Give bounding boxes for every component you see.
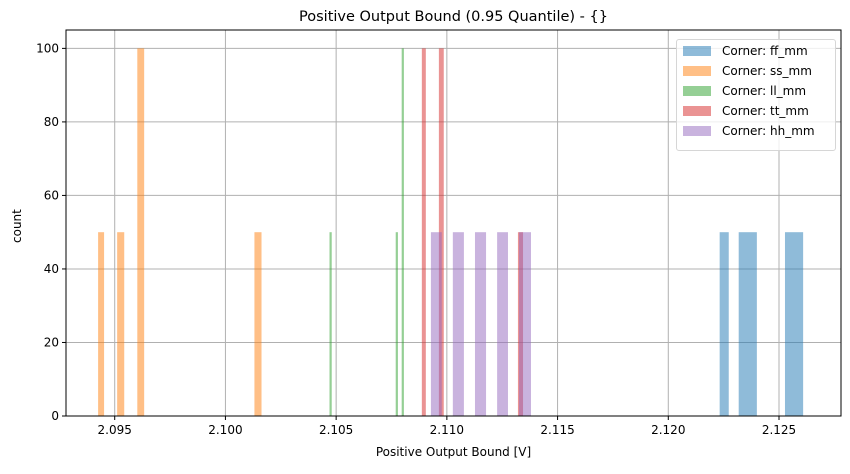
y-tick-label: 80 xyxy=(44,115,59,129)
y-tick-label: 20 xyxy=(44,335,59,349)
y-axis-label: count xyxy=(10,209,24,243)
histogram-bar xyxy=(474,232,487,416)
legend-item-ll-mm: Corner: ll_mm xyxy=(683,84,806,98)
chart-title: Positive Output Bound (0.95 Quantile) - … xyxy=(299,9,608,25)
histogram-bar xyxy=(329,232,332,416)
y-tick-label: 100 xyxy=(36,41,59,55)
histogram-bar xyxy=(421,48,426,416)
legend-swatch-tt-mm xyxy=(683,106,711,116)
legend-item-tt-mm: Corner: tt_mm xyxy=(683,104,809,118)
legend-item-ss-mm: Corner: ss_mm xyxy=(683,64,812,78)
histogram-bar xyxy=(395,232,398,416)
legend-item-hh-mm: Corner: hh_mm xyxy=(683,124,815,138)
histogram-bar xyxy=(519,232,531,416)
histogram-bar xyxy=(452,232,464,416)
legend-item-ff-mm: Corner: ff_mm xyxy=(683,44,808,58)
histogram-bar xyxy=(738,232,757,416)
x-tick-label: 2.105 xyxy=(319,423,353,437)
y-tick-label: 40 xyxy=(44,262,59,276)
x-tick-label: 2.095 xyxy=(98,423,132,437)
x-tick-label: 2.120 xyxy=(651,423,685,437)
legend-label: Corner: ss_mm xyxy=(722,64,812,78)
y-tick-label: 0 xyxy=(51,409,59,423)
legend-swatch-ll-mm xyxy=(683,86,711,96)
x-tick-label: 2.100 xyxy=(208,423,242,437)
histogram-bar xyxy=(784,232,804,416)
legend-label: Corner: tt_mm xyxy=(722,104,809,118)
histogram-bar xyxy=(401,48,404,416)
x-tick-label: 2.110 xyxy=(430,423,464,437)
x-tick-label: 2.125 xyxy=(762,423,796,437)
histogram-bar xyxy=(430,232,442,416)
legend: Corner: ff_mm Corner: ss_mm Corner: ll_m… xyxy=(676,39,836,151)
x-tick-label: 2.115 xyxy=(540,423,574,437)
legend-label: Corner: ff_mm xyxy=(722,44,808,58)
legend-label: Corner: hh_mm xyxy=(722,124,815,138)
y-tick-label: 60 xyxy=(44,188,59,202)
legend-swatch-ff-mm xyxy=(683,46,711,56)
histogram-bar xyxy=(117,232,125,416)
x-axis-label: Positive Output Bound [V] xyxy=(375,445,532,459)
legend-swatch-ss-mm xyxy=(683,66,711,76)
axes-frame xyxy=(65,29,842,417)
legend-swatch-hh-mm xyxy=(683,126,711,136)
histogram-bar xyxy=(137,48,145,416)
histogram-bar xyxy=(98,232,105,416)
legend-label: Corner: ll_mm xyxy=(722,84,807,98)
histogram-bar xyxy=(719,232,729,416)
histogram-bar xyxy=(497,232,508,416)
histogram-bar xyxy=(254,232,262,416)
